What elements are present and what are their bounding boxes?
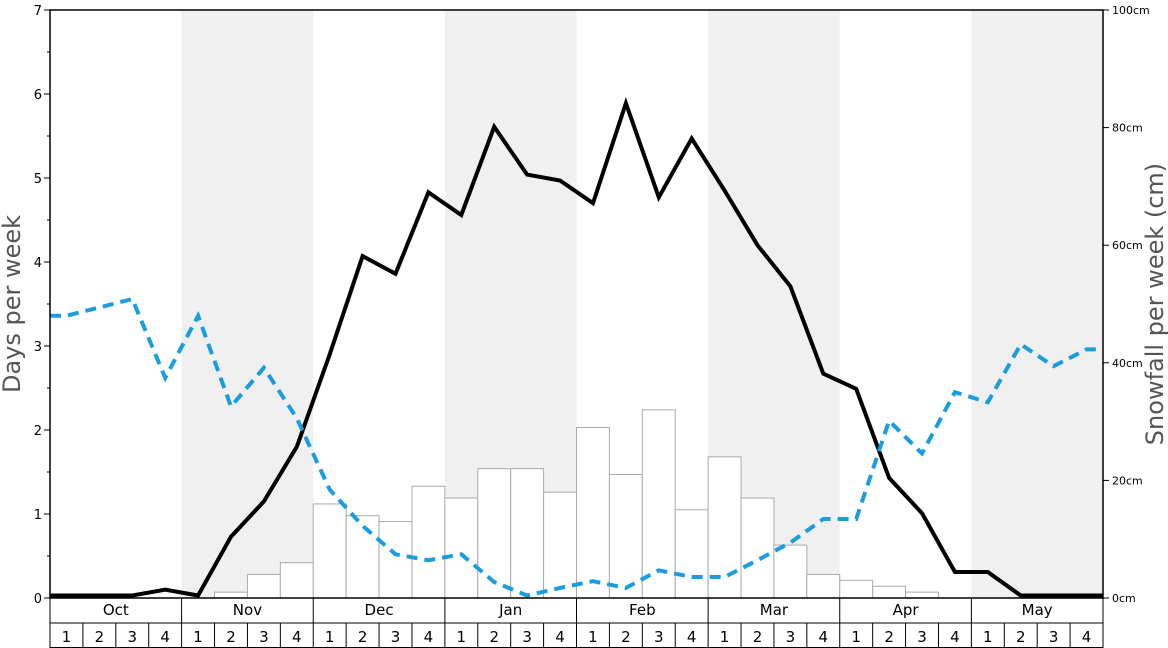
month-band-nov <box>181 10 314 598</box>
week-label: 3 <box>259 628 269 646</box>
week-label: 2 <box>489 628 499 646</box>
week-label: 1 <box>325 628 335 646</box>
week-label: 4 <box>819 628 829 646</box>
right-tick-label: 0cm <box>1112 592 1136 605</box>
month-label: Feb <box>629 601 656 619</box>
week-label: 2 <box>753 628 763 646</box>
week-label: 2 <box>226 628 236 646</box>
week-label: 1 <box>193 628 203 646</box>
week-label: 1 <box>62 628 72 646</box>
week-label: 3 <box>786 628 796 646</box>
week-label: 4 <box>160 628 170 646</box>
week-label: 2 <box>95 628 105 646</box>
week-label: 1 <box>720 628 730 646</box>
week-label: 4 <box>555 628 565 646</box>
snowfall-bar <box>707 456 742 599</box>
week-label: 3 <box>391 628 401 646</box>
snowfall-bar <box>411 485 446 599</box>
snowfall-bar <box>674 509 709 599</box>
left-tick-label: 1 <box>34 508 42 523</box>
week-label: 2 <box>884 628 894 646</box>
snowfall-bars <box>214 409 939 599</box>
left-tick-label: 0 <box>34 592 42 607</box>
x-axis: Oct 1 2 3 4 Nov 1 2 3 4 Dec 1 2 3 4 Jan 1 2 3 4 Feb 1 2 3 4 Mar 1 2… <box>49 598 1104 648</box>
month-label: Mar <box>760 601 789 619</box>
snowfall-bar <box>576 426 610 599</box>
data-lines <box>50 96 1103 598</box>
month-band-may <box>971 10 1103 598</box>
left-axis: 0 1 2 3 4 5 6 7 <box>34 4 50 607</box>
y-axis-title-right: Snowfall per week (cm) <box>1141 163 1168 445</box>
snowfall-bar <box>279 562 314 599</box>
month-label: Oct <box>103 601 129 619</box>
snowfall-bar <box>806 573 841 599</box>
month-label: Nov <box>233 601 262 619</box>
snowfall-bar <box>641 409 676 599</box>
snowfall-bar <box>246 573 281 599</box>
blue-dashed-line <box>50 296 1103 598</box>
right-tick-label: 40cm <box>1112 357 1143 370</box>
week-label: 4 <box>950 628 960 646</box>
week-label: 3 <box>1049 628 1059 646</box>
week-label: 1 <box>457 628 467 646</box>
week-label: 1 <box>851 628 861 646</box>
week-label: 1 <box>588 628 598 646</box>
left-tick-label: 4 <box>34 256 42 271</box>
week-label: 4 <box>1082 628 1092 646</box>
week-label: 3 <box>522 628 532 646</box>
snowfall-bar <box>608 474 643 599</box>
right-tick-label: 20cm <box>1112 474 1143 487</box>
week-label: 2 <box>1016 628 1026 646</box>
snowfall-bar <box>839 579 874 599</box>
left-tick-label: 7 <box>34 4 42 19</box>
week-label: 4 <box>292 628 302 646</box>
week-label: 4 <box>687 628 697 646</box>
month-bands <box>181 10 1103 598</box>
week-label: 1 <box>983 628 993 646</box>
week-label: 3 <box>127 628 137 646</box>
y-axis-title-left: Days per week <box>0 215 26 393</box>
snowfall-bar <box>905 591 939 599</box>
month-label: May <box>1022 601 1053 619</box>
snowfall-bar <box>477 468 512 599</box>
snowfall-bar <box>543 491 577 599</box>
snowfall-bar <box>214 591 248 599</box>
snowfall-bar <box>872 585 907 599</box>
right-tick-label: 60cm <box>1112 239 1143 252</box>
snowfall-bar <box>510 468 545 599</box>
snowfall-bar <box>773 544 808 599</box>
month-label: Apr <box>893 601 920 619</box>
snowfall-bar <box>444 497 479 599</box>
left-tick-label: 2 <box>34 424 42 439</box>
month-label: Jan <box>498 601 522 619</box>
snowfall-bar <box>378 521 413 599</box>
right-axis: 0cm 20cm 40cm 60cm 80cm 100cm <box>1103 4 1150 605</box>
week-label: 4 <box>424 628 434 646</box>
snowfall-bar <box>312 503 347 599</box>
week-label: 2 <box>621 628 631 646</box>
right-tick-label: 80cm <box>1112 122 1143 135</box>
right-tick-label: 100cm <box>1112 4 1150 17</box>
left-tick-label: 5 <box>34 172 42 187</box>
black-solid-line <box>50 96 1103 598</box>
month-label: Dec <box>365 601 394 619</box>
left-tick-label: 3 <box>34 340 42 355</box>
week-label: 2 <box>358 628 368 646</box>
week-label: 3 <box>654 628 664 646</box>
week-label: 3 <box>917 628 927 646</box>
left-tick-label: 6 <box>34 88 42 103</box>
snowfall-bar <box>740 497 775 599</box>
